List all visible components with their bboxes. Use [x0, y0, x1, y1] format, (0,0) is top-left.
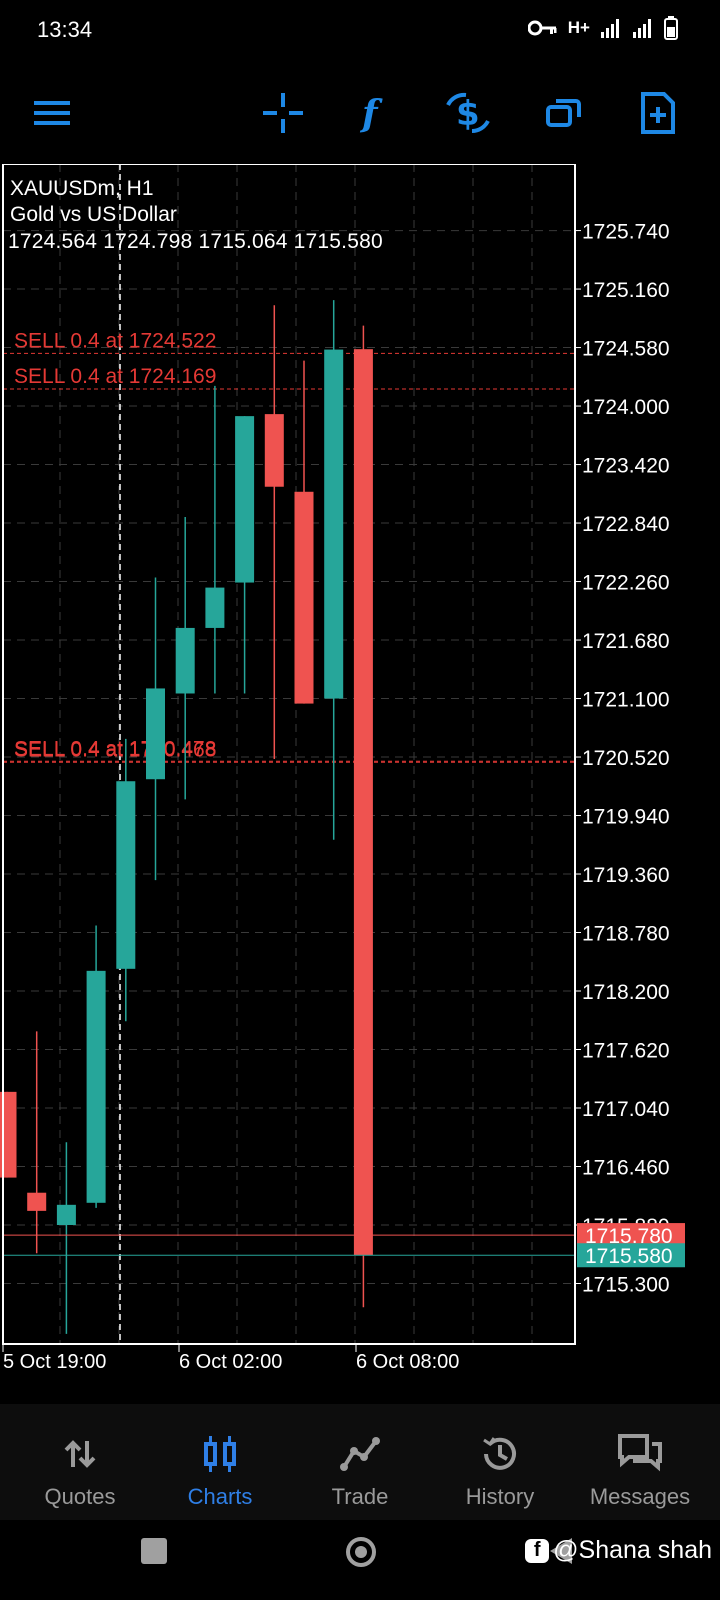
price-tick-label: 1717.620 — [582, 1040, 670, 1063]
status-bar: 13:34 H+ — [0, 0, 720, 62]
chart-symbol: XAUUSDm, H1 — [10, 177, 154, 200]
candle-body — [324, 349, 344, 699]
recents-button[interactable] — [141, 1538, 167, 1564]
candle-body — [56, 1204, 76, 1225]
candle-body — [294, 491, 314, 704]
candle-body — [175, 627, 195, 694]
price-tick-label: 1717.040 — [582, 1098, 670, 1121]
key-icon — [527, 20, 557, 36]
candle-body — [146, 688, 165, 780]
candle-body — [264, 414, 284, 487]
order-label: SELL 0.4 at 1720.478 — [14, 737, 216, 760]
order-label: SELL 0.4 at 1724.169 — [14, 365, 216, 388]
candle-body — [0, 1091, 17, 1178]
nav-trade[interactable]: Trade — [290, 1404, 430, 1520]
time-tick-label: 6 Oct 08:00 — [356, 1351, 459, 1373]
price-tick-label: 1719.360 — [582, 864, 670, 887]
home-button[interactable] — [346, 1537, 376, 1567]
status-time: 13:34 — [37, 17, 93, 42]
status-icons: H+ — [527, 16, 678, 40]
facebook-icon: f — [525, 1538, 550, 1563]
bottom-navigation: Quotes Charts Trade History Messages — [0, 1404, 720, 1520]
price-tick-label: 1724.000 — [582, 396, 670, 419]
candle-body — [116, 781, 136, 969]
price-tick-label: 1721.680 — [582, 630, 670, 653]
price-tick-label: 1720.520 — [582, 747, 670, 770]
watermark: f @Shana shah — [525, 1536, 712, 1565]
price-tick-label: 1718.200 — [582, 981, 670, 1004]
candle-body — [235, 416, 255, 583]
candle-body — [205, 587, 225, 628]
price-tick-label: 1723.420 — [582, 455, 670, 478]
price-tick-label: 1725.740 — [582, 221, 670, 244]
chart-symbol-info: XAUUSDm, H1 Gold vs US Dollar — [10, 176, 177, 228]
indicators-button[interactable]: f — [348, 88, 398, 138]
indicators-icon: f — [359, 93, 383, 133]
candlestick-chart-svg[interactable]: 1725.740 1725.160 1724.580 1724.000 1723.420… — [0, 164, 720, 1404]
nav-history-label: History — [465, 1484, 535, 1509]
ask-price-badge — [577, 1223, 685, 1248]
order-label: SELL 0.4 at 1720.468 — [14, 738, 216, 761]
candle-body — [86, 970, 106, 1203]
chart-ohlc: 1724.564 1724.798 1715.064 1715.580 — [8, 230, 383, 253]
time-tick-label: 6 Oct 02:00 — [179, 1351, 282, 1373]
ask-price-label: 1715.780 — [585, 1225, 673, 1248]
price-tick-label: 1721.100 — [582, 689, 670, 712]
bid-price-badge — [577, 1243, 685, 1268]
back-button[interactable] — [550, 1538, 572, 1564]
quotes-icon — [63, 1434, 97, 1474]
bid-price-label: 1715.580 — [585, 1245, 673, 1268]
one-click-trading-icon: $ — [446, 92, 490, 134]
nav-messages-label: Messages — [589, 1484, 691, 1509]
timeframes-icon — [546, 99, 581, 127]
svg-text:$: $ — [456, 94, 480, 134]
signal-icon-2 — [633, 19, 651, 38]
nav-history[interactable]: History — [430, 1404, 570, 1520]
watermark-text: @Shana shah — [553, 1536, 712, 1564]
system-navigation-bar — [0, 1520, 720, 1600]
price-tick-label: 1715.300 — [582, 1273, 670, 1296]
svg-text:f: f — [359, 93, 383, 133]
chart-toolbar: f $ — [0, 80, 720, 146]
history-icon — [480, 1434, 520, 1474]
battery-icon — [664, 16, 678, 40]
price-tick-label: 1716.460 — [582, 1156, 670, 1179]
price-tick-label: 1722.840 — [582, 513, 670, 536]
crosshair-icon — [263, 93, 303, 133]
nav-messages[interactable]: Messages — [570, 1404, 710, 1520]
new-order-button[interactable] — [633, 88, 683, 138]
price-tick-label: 1722.260 — [582, 572, 670, 595]
nav-charts-label: Charts — [187, 1484, 253, 1509]
menu-button[interactable] — [27, 88, 77, 138]
network-type: H+ — [567, 18, 590, 37]
one-click-trading-button[interactable]: $ — [443, 88, 493, 138]
trade-icon — [340, 1434, 380, 1474]
menu-icon — [34, 101, 70, 125]
messages-icon — [617, 1434, 663, 1474]
new-order-icon — [641, 92, 675, 134]
candle-body — [27, 1192, 47, 1211]
time-tick-label: 5 Oct 19:00 — [3, 1351, 106, 1373]
nav-charts[interactable]: Charts — [150, 1404, 290, 1520]
chart-frame — [2, 164, 576, 1345]
nav-quotes[interactable]: Quotes — [10, 1404, 150, 1520]
price-tick-label: 1725.160 — [582, 279, 670, 302]
nav-trade-label: Trade — [331, 1484, 389, 1509]
price-tick-label: 1719.940 — [582, 806, 670, 829]
order-label: SELL 0.4 at 1724.522 — [14, 329, 216, 352]
timeframes-button[interactable] — [539, 88, 589, 138]
charts-icon — [203, 1434, 237, 1474]
price-chart[interactable]: 1725.740 1725.160 1724.580 1724.000 1723.420… — [0, 164, 720, 1404]
signal-icon — [601, 19, 619, 38]
home-dot-icon — [355, 1546, 367, 1558]
crosshair-button[interactable] — [258, 88, 308, 138]
nav-quotes-label: Quotes — [44, 1484, 116, 1509]
price-tick-label: 1718.780 — [582, 923, 670, 946]
chart-description: Gold vs US Dollar — [10, 203, 177, 226]
price-tick-label: 1724.580 — [582, 338, 670, 361]
candle-body — [353, 349, 373, 1256]
